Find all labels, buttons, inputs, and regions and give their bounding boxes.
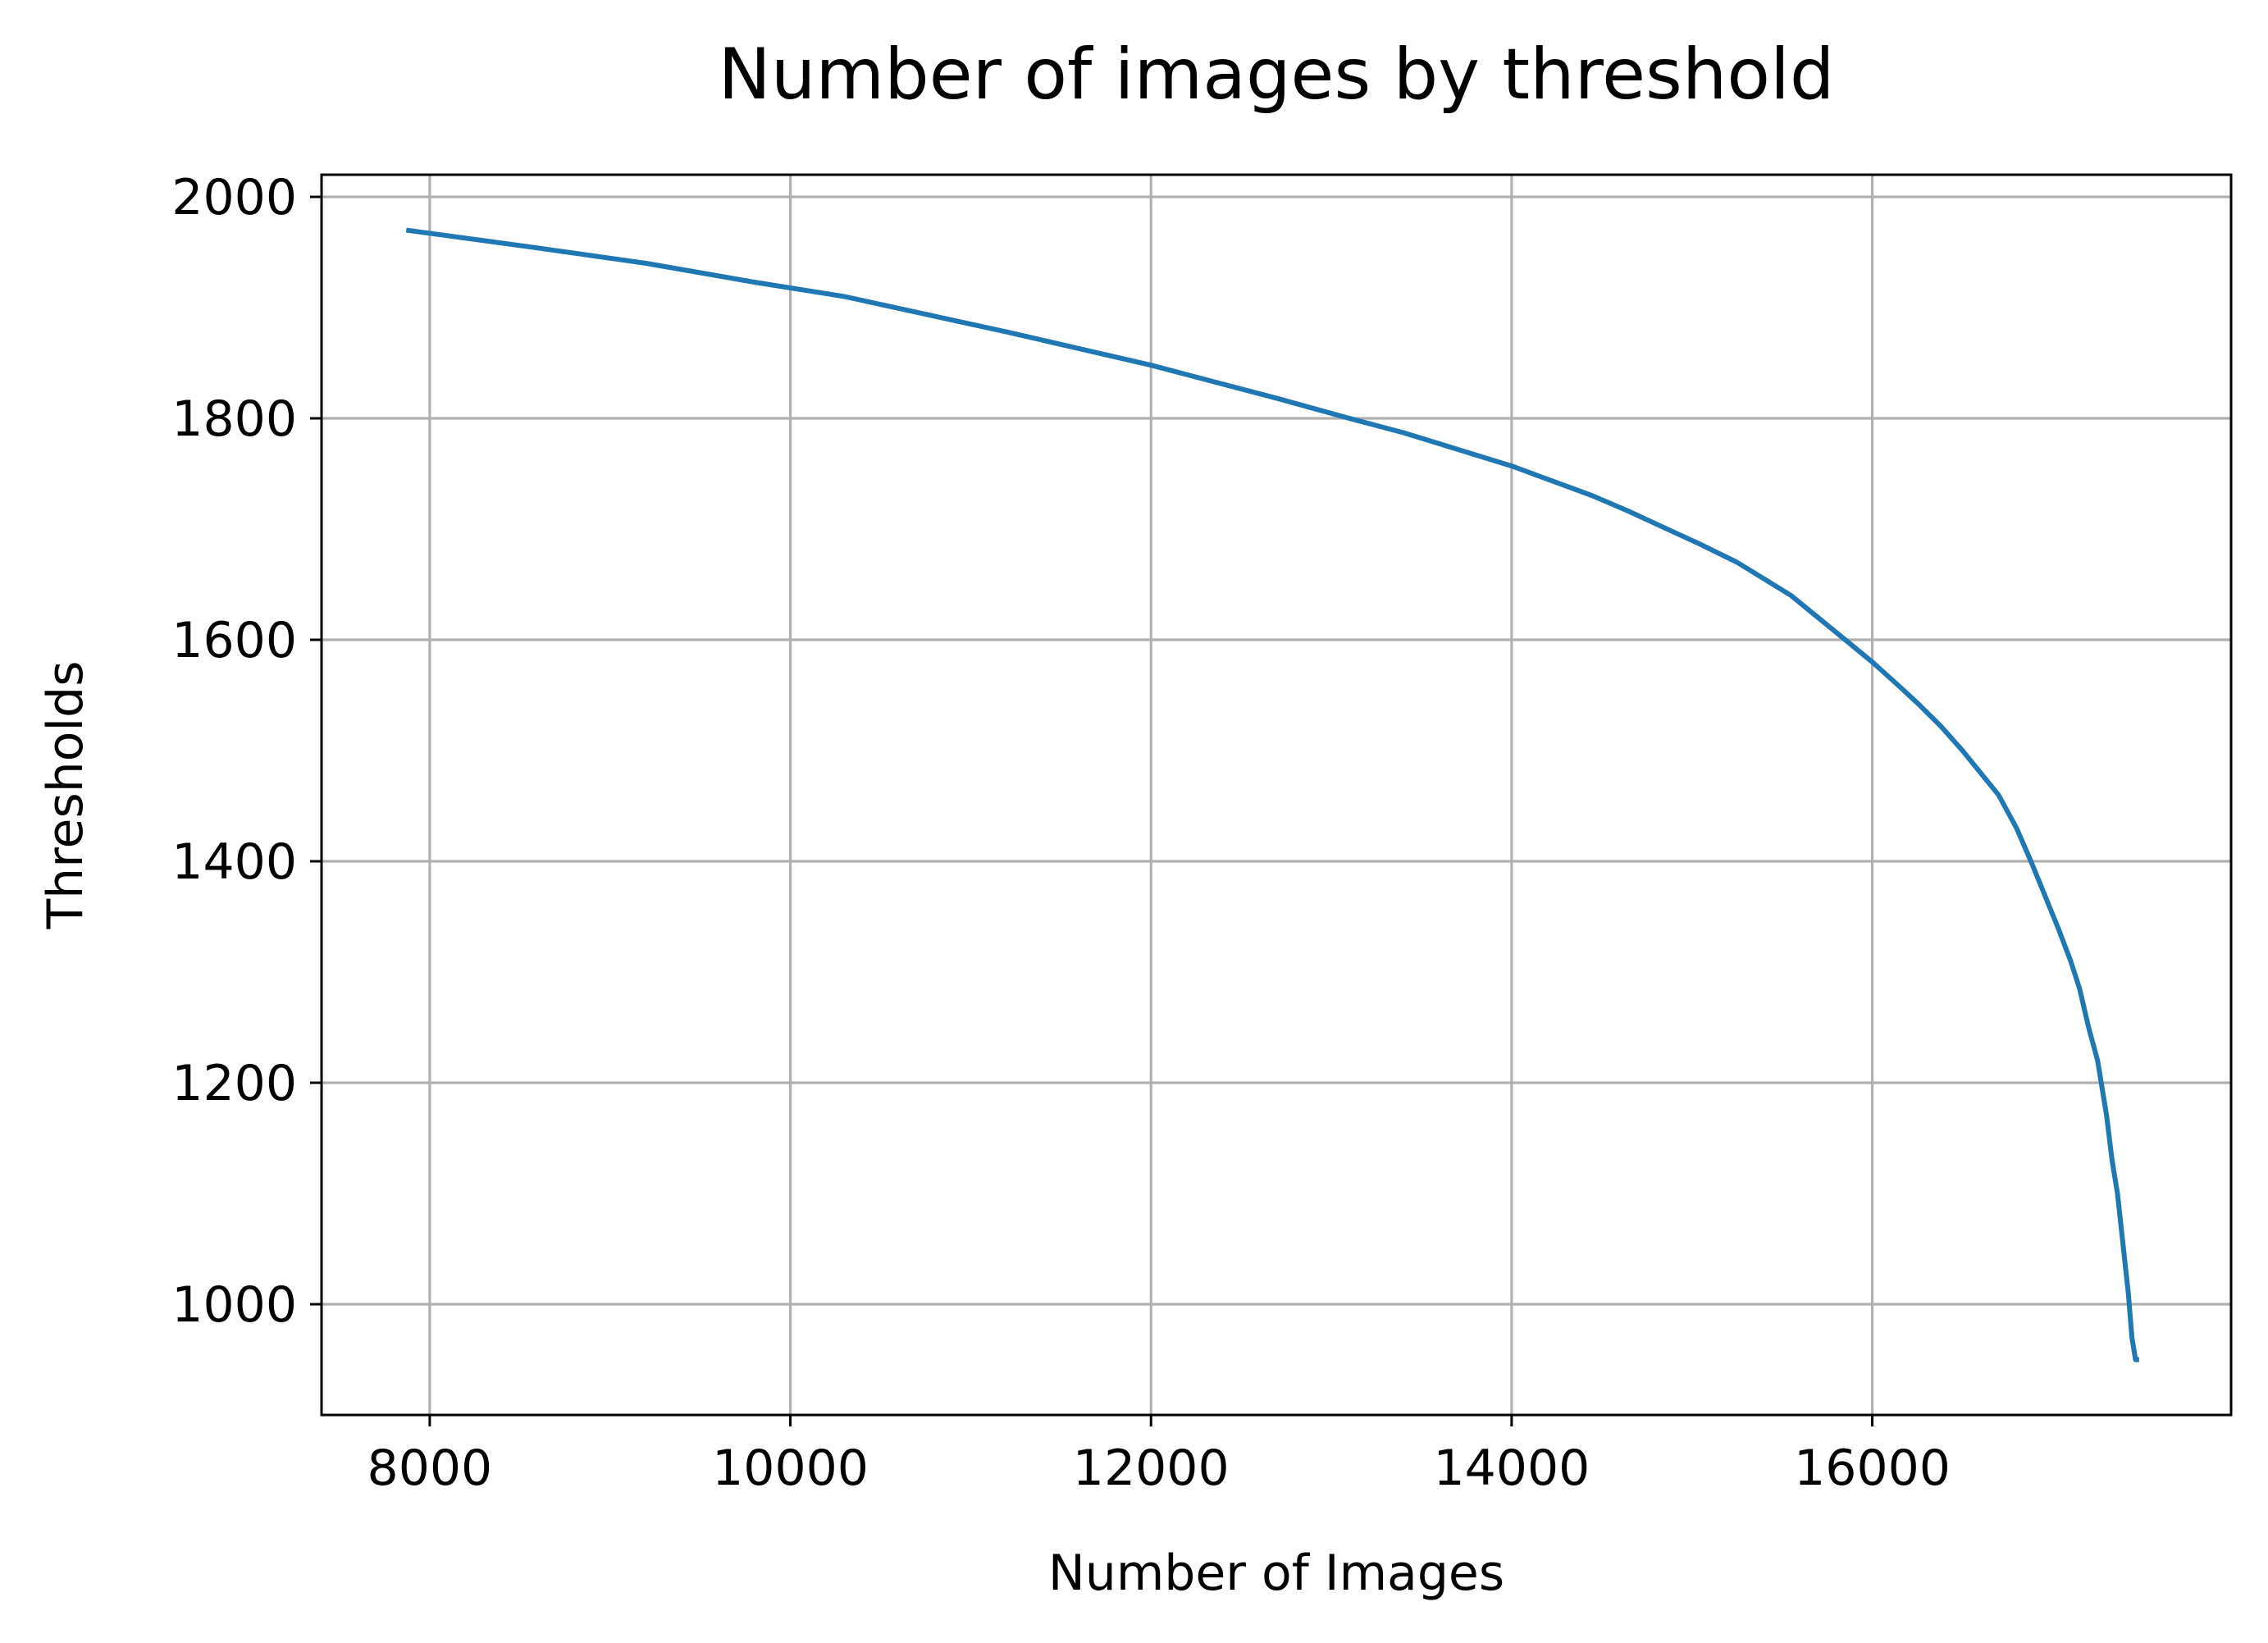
x-tick-label: 16000: [1794, 1440, 1951, 1497]
ticks: 8000 10000 12000 14000 16000 1000 1200 1400 1600…: [171, 169, 1951, 1497]
y-tick-label: 1400: [171, 833, 297, 891]
y-tick-label: 2000: [171, 169, 297, 226]
plot-frame: [320, 173, 2233, 1417]
series-line: [405, 227, 2139, 1362]
x-tick-label: 10000: [712, 1440, 869, 1497]
grid: [322, 175, 2231, 1415]
x-tick-label: 8000: [367, 1440, 493, 1497]
y-tick-label: 1800: [171, 390, 297, 448]
chart-title: Number of images by threshold: [719, 34, 1835, 116]
y-tick-label: 1000: [171, 1276, 297, 1334]
x-tick-label: 14000: [1433, 1440, 1590, 1497]
y-axis-label: Thresholds: [37, 661, 94, 930]
y-tick-label: 1200: [171, 1055, 297, 1112]
x-axis-label: Number of Images: [1048, 1545, 1504, 1602]
series-layer: [405, 227, 2139, 1362]
y-tick-label: 1600: [171, 612, 297, 669]
x-tick-label: 12000: [1073, 1440, 1230, 1497]
